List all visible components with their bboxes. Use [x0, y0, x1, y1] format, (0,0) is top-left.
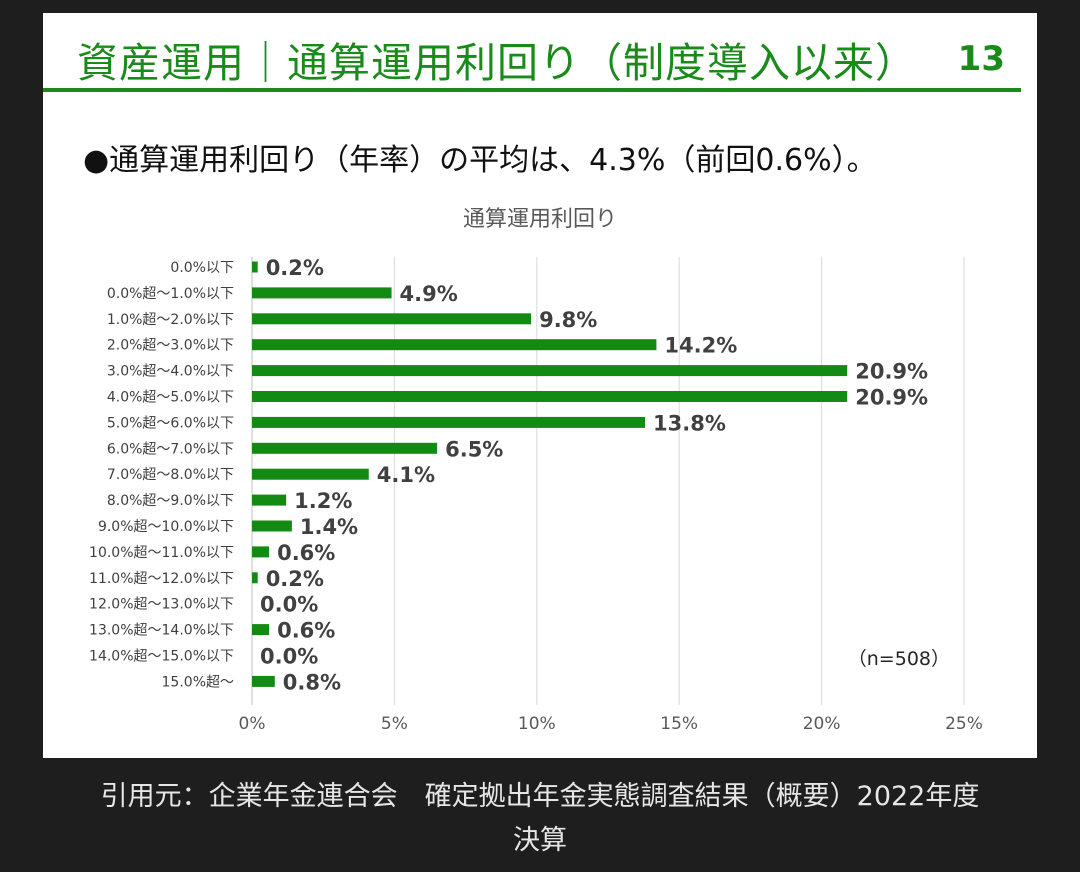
data-label: 4.9%: [400, 282, 458, 306]
bar: [252, 313, 532, 325]
bar: [252, 287, 392, 299]
data-label: 1.2%: [294, 489, 352, 513]
bar: [252, 339, 657, 351]
slide: 資産運用｜通算運用利回り（制度導入以来） 13 ●通算運用利回り（年率）の平均は…: [43, 13, 1037, 758]
bar: [252, 416, 646, 428]
data-label: 0.2%: [266, 256, 324, 280]
summary-text: ●通算運用利回り（年率）の平均は、4.3%（前回0.6%）。: [83, 143, 877, 178]
sample-size-annotation: （n=508）: [848, 648, 950, 670]
source-caption-line2: 決算: [513, 825, 567, 856]
bar: [252, 468, 369, 480]
category-label: 15.0%超～: [162, 674, 234, 690]
slide-title: 資産運用｜通算運用利回り（制度導入以来）: [77, 39, 917, 87]
category-label: 13.0%超～14.0%以下: [89, 623, 234, 639]
x-tick-label: 15%: [660, 714, 698, 734]
category-label: 4.0%超～5.0%以下: [107, 390, 234, 406]
x-tick-label: 25%: [945, 714, 983, 734]
category-label: 0.0%超～1.0%以下: [107, 286, 234, 302]
category-label: 6.0%超～7.0%以下: [107, 441, 234, 457]
category-label: 10.0%超～11.0%以下: [89, 545, 234, 561]
category-label: 12.0%超～13.0%以下: [89, 597, 234, 613]
data-label: 0.6%: [277, 541, 335, 565]
category-label: 2.0%超～3.0%以下: [107, 338, 234, 354]
source-caption-line1: 引用元：企業年金連合会 確定拠出年金実態調査結果（概要）2022年度: [100, 781, 980, 812]
category-label: 9.0%超～10.0%以下: [98, 519, 234, 535]
bar: [252, 494, 287, 506]
category-label: 5.0%超～6.0%以下: [107, 415, 234, 431]
category-label: 11.0%超～12.0%以下: [89, 571, 234, 587]
data-label: 20.9%: [855, 360, 928, 384]
source-caption: 引用元：企業年金連合会 確定拠出年金実態調査結果（概要）2022年度 決算: [0, 775, 1080, 863]
title-divider: [43, 88, 1021, 92]
bar: [252, 675, 275, 687]
data-label: 0.0%: [260, 645, 318, 669]
data-label: 0.6%: [277, 619, 335, 643]
bar: [252, 365, 848, 377]
category-label: 1.0%超～2.0%以下: [107, 312, 234, 328]
category-label: 3.0%超～4.0%以下: [107, 364, 234, 380]
chart-title: 通算運用利回り: [462, 207, 617, 232]
x-tick-label: 5%: [381, 714, 408, 734]
bar: [252, 624, 270, 636]
data-label: 13.8%: [653, 411, 726, 435]
bar: [252, 546, 270, 558]
data-label: 0.2%: [266, 567, 324, 591]
data-label: 20.9%: [855, 386, 928, 410]
x-tick-label: 20%: [803, 714, 841, 734]
data-label: 1.4%: [300, 515, 358, 539]
x-tick-label: 0%: [239, 714, 266, 734]
data-label: 4.1%: [377, 463, 435, 487]
data-label: 9.8%: [539, 308, 597, 332]
bar-chart: 0% 5% 10% 15% 20% 25% 0.0%以下 0.2% 0.0%超～1.0%以下 4.…: [89, 256, 983, 734]
bar: [252, 391, 848, 402]
bar: [252, 261, 258, 273]
x-tick-label: 10%: [518, 714, 556, 734]
category-label: 14.0%超～15.0%以下: [89, 649, 234, 665]
page-number: 13: [957, 39, 1005, 79]
data-label: 6.5%: [445, 437, 503, 461]
bar: [252, 442, 438, 454]
data-label: 0.0%: [260, 593, 318, 617]
category-label: 0.0%以下: [170, 260, 234, 276]
category-label: 7.0%超～8.0%以下: [107, 467, 234, 483]
data-label: 0.8%: [283, 670, 341, 694]
bar: [252, 572, 258, 584]
category-label: 8.0%超～9.0%以下: [107, 493, 234, 509]
bar: [252, 520, 292, 532]
data-label: 14.2%: [664, 334, 737, 358]
